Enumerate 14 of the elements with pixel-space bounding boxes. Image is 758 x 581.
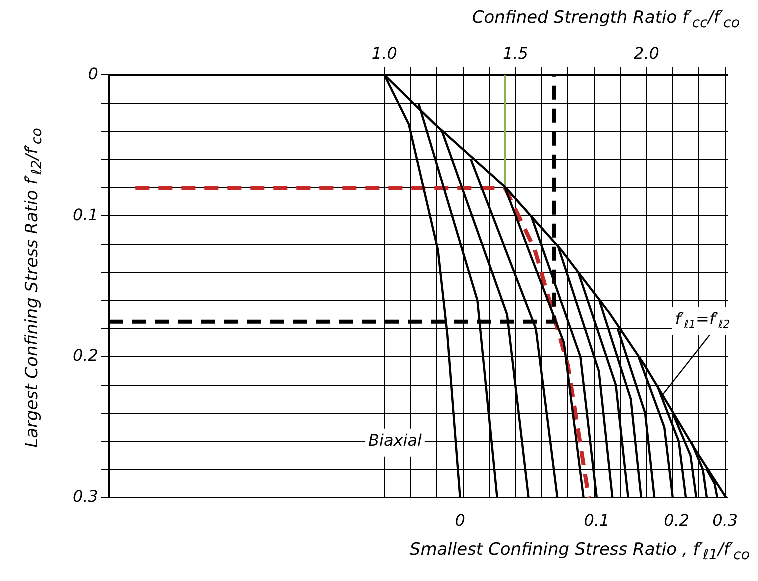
y-tick-label: 0 — [88, 64, 98, 84]
y-tick-label: 0.3 — [72, 487, 98, 506]
annotation: 0.3 — [712, 511, 738, 530]
text: Smallest Confining Stress Ratio , f′$_{ℓ1}$/f′$_{co}$ — [410, 540, 750, 564]
y-tick-label: 0.2 — [72, 346, 98, 366]
annotation: 0.1 — [584, 511, 610, 530]
y-tick-label: 0.1 — [72, 205, 98, 224]
x-tick-label: 1.0 — [372, 44, 398, 63]
x-tick-label: 2.0 — [634, 44, 660, 63]
annotation: 0 — [455, 511, 466, 530]
x-axis-title: Confined Strength Ratio f′$_{cc}$/f′$_{co}$ — [472, 8, 740, 32]
annotation: Biaxial — [368, 430, 422, 450]
x-tick-label: 1.5 — [502, 44, 528, 63]
annotation: 0.2 — [664, 511, 690, 530]
